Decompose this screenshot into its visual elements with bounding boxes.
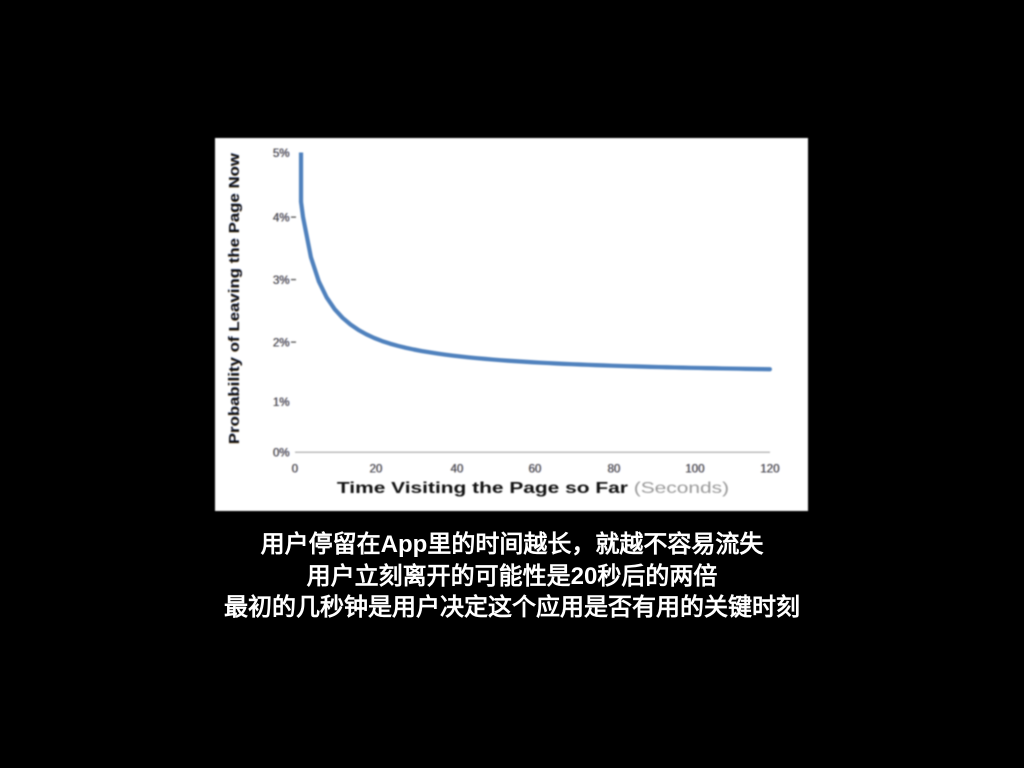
- svg-text:0: 0: [292, 464, 298, 476]
- svg-text:120: 120: [760, 464, 779, 476]
- svg-text:4%: 4%: [273, 212, 290, 224]
- svg-text:20: 20: [370, 464, 383, 476]
- svg-text:1%: 1%: [273, 397, 290, 409]
- svg-text:0%: 0%: [273, 447, 290, 459]
- svg-text:Time Visiting the Page so Far: Time Visiting the Page so Far (Seconds): [337, 479, 729, 497]
- svg-text:40: 40: [451, 464, 464, 476]
- svg-text:80: 80: [608, 464, 621, 476]
- svg-text:60: 60: [529, 464, 542, 476]
- svg-text:2%: 2%: [273, 338, 290, 350]
- svg-text:Probability of Leaving the Pa: Probability of Leaving the Page Now: [227, 152, 243, 444]
- svg-text:5%: 5%: [273, 148, 290, 160]
- svg-text:100: 100: [685, 464, 704, 476]
- svg-text:3%: 3%: [273, 275, 290, 287]
